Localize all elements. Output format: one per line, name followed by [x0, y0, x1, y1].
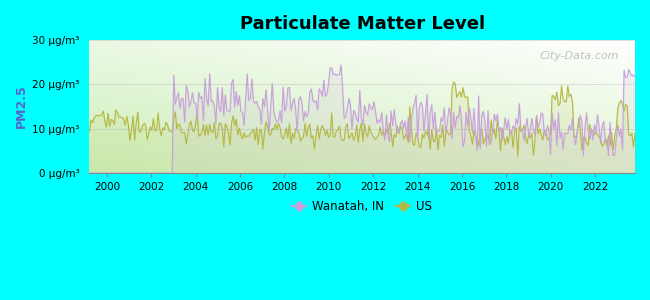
Title: Particulate Matter Level: Particulate Matter Level: [240, 15, 485, 33]
Y-axis label: PM2.5: PM2.5: [15, 85, 28, 128]
Text: City-Data.com: City-Data.com: [539, 51, 619, 61]
Legend: Wanatah, IN, US: Wanatah, IN, US: [287, 195, 437, 218]
